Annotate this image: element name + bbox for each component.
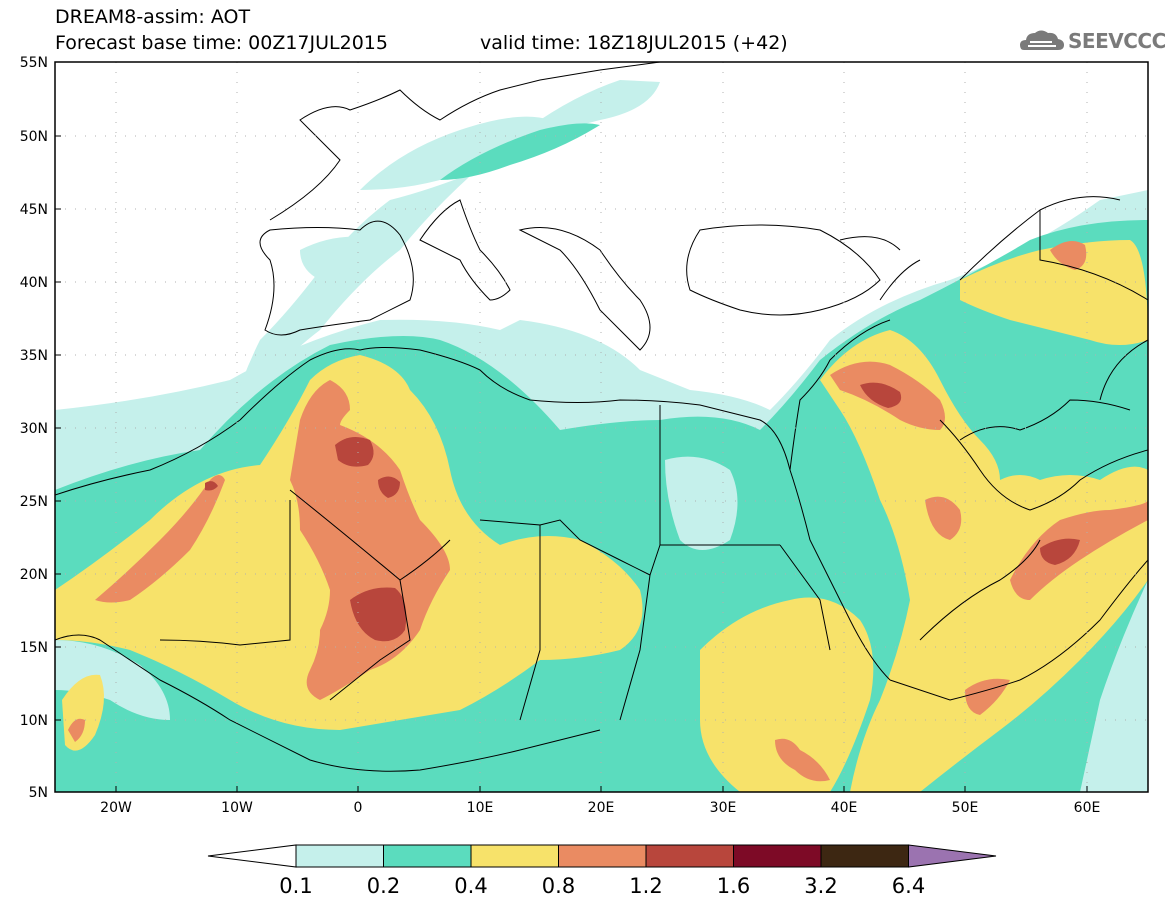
aot-contour-0.1: [300, 236, 380, 280]
aot-contour-0.8: [965, 678, 1010, 715]
lat-label: 10N: [20, 713, 48, 729]
aot-contour-0.8: [925, 496, 962, 540]
longitude-labels: 20W 10W 0 10E 20E 30E 40E 50E 60E: [100, 800, 1100, 816]
aot-contour-0.8: [290, 380, 450, 700]
aot-contour-1.2: [1040, 538, 1080, 565]
colorbar-label: 6.4: [892, 874, 925, 898]
colorbar-label: 0.1: [279, 874, 312, 898]
cloud-icon: [1020, 30, 1064, 50]
aot-contour-1.2: [350, 587, 407, 642]
lat-label: 15N: [20, 640, 48, 656]
aot-contour-0.1: [230, 80, 660, 420]
colorbar-bin: [295, 844, 384, 868]
lat-label: 45N: [20, 202, 48, 218]
aot-contour-0.8: [1010, 500, 1148, 600]
aot-field: [55, 62, 1148, 792]
lat-label: 25N: [20, 494, 48, 510]
lon-label: 10E: [467, 800, 494, 816]
colorbar-bin: [470, 844, 559, 868]
aot-contour-0.4: [700, 597, 874, 792]
aot-contour-0.8: [68, 718, 85, 742]
lat-label: 35N: [20, 348, 48, 364]
colorbar-label: 1.2: [629, 874, 662, 898]
coastlines: [55, 62, 1148, 772]
grid: [55, 62, 1148, 792]
colorbar: [207, 844, 997, 868]
aot-contour-0.1: [665, 456, 738, 550]
aot-contour-0.1: [55, 640, 170, 720]
lon-label: 10W: [221, 800, 253, 816]
lon-label: 20E: [588, 800, 615, 816]
lat-label: 5N: [29, 785, 48, 801]
colorbar-labels: 0.1 0.2 0.4 0.8 1.2 1.6 3.2 6.4: [279, 874, 925, 898]
latitude-labels: 55N 50N 45N 40N 35N 30N 25N 20N 15N 10N …: [20, 55, 48, 801]
map-title: DREAM8-assim: AOT: [55, 6, 251, 28]
aot-contour-0.2: [440, 123, 600, 180]
lon-label: 50E: [952, 800, 979, 816]
lat-label: 55N: [20, 55, 48, 71]
lon-label: 20W: [100, 800, 132, 816]
aot-contour-0.8: [1050, 241, 1087, 270]
aot-contour-1.2: [860, 382, 902, 408]
lon-label: 60E: [1074, 800, 1101, 816]
forecast-base-time: Forecast base time: 00Z17JUL2015: [55, 32, 388, 54]
aot-contour-0.8: [95, 475, 225, 603]
lat-label: 40N: [20, 275, 48, 291]
logo-text: SEEVCCC: [1068, 29, 1165, 53]
colorbar-low-arrow: [207, 844, 297, 868]
axis-ticks: [55, 61, 1088, 793]
aot-contour-0.8: [775, 738, 830, 782]
lon-label: 0: [354, 800, 363, 816]
colorbar-label: 0.8: [542, 874, 575, 898]
lon-label: 40E: [831, 800, 858, 816]
aot-contour-1.2: [378, 476, 400, 498]
colorbar-bin: [645, 844, 734, 868]
colorbar-high-arrow: [908, 844, 997, 868]
aot-contour-1.2: [335, 436, 374, 467]
colorbar-label: 0.4: [454, 874, 487, 898]
aot-contour-1.2: [205, 481, 218, 491]
lat-label: 20N: [20, 567, 48, 583]
colorbar-bin: [558, 844, 647, 868]
colorbar-bin: [383, 844, 472, 868]
colorbar-label: 3.2: [804, 874, 837, 898]
lat-label: 50N: [20, 129, 48, 145]
colorbar-label: 1.6: [717, 874, 750, 898]
aot-contour-0.4: [960, 240, 1148, 345]
colorbar-label: 0.2: [367, 874, 400, 898]
colorbar-bin: [733, 844, 822, 868]
aot-contour-0.1: [360, 116, 550, 190]
lon-label: 30E: [710, 800, 737, 816]
aot-contour-0.4: [820, 330, 1148, 792]
lat-label: 30N: [20, 421, 48, 437]
valid-time: valid time: 18Z18JUL2015 (+42): [480, 32, 788, 54]
colorbar-bin: [820, 844, 909, 868]
